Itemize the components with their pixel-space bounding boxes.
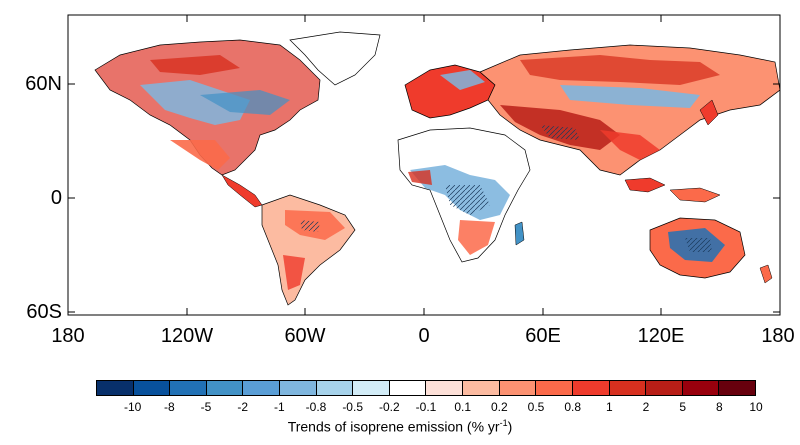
- colorbar-cell: [463, 381, 500, 395]
- colorbar-cell: [170, 381, 207, 395]
- colorbar-label: -0.8: [305, 400, 327, 414]
- colorbar-cell: [389, 381, 427, 395]
- colorbar-cell: [353, 381, 390, 395]
- greenland: [289, 31, 381, 86]
- colorbar-cell: [646, 381, 683, 395]
- colorbar-cell: [206, 381, 244, 395]
- colorbar-label: -5: [200, 400, 212, 414]
- x-tick-label: 60E: [525, 325, 561, 347]
- x-tick-label: 120W: [160, 325, 214, 347]
- colorbar-label: 0.8: [564, 400, 581, 414]
- colorbar-label: -0.1: [415, 400, 437, 414]
- x-tick-label: 180: [761, 325, 795, 347]
- colorbar-cell: [97, 381, 134, 395]
- colorbar-label: -2: [237, 400, 248, 414]
- colorbar-label: 5: [679, 400, 686, 414]
- colorbar-label: 0.1: [454, 400, 471, 414]
- colorbar-label: 10: [749, 400, 763, 414]
- colorbar-cell: [280, 381, 317, 395]
- colorbar-label: -10: [123, 400, 142, 414]
- x-tick-label: 60W: [284, 325, 326, 347]
- colorbar-label: -0.2: [378, 400, 400, 414]
- colorbar-label: 0.2: [490, 400, 508, 414]
- x-tick-label: 0: [418, 325, 430, 347]
- colorbar-cell: [243, 381, 281, 395]
- colorbar-label: -8: [163, 400, 175, 414]
- colorbar-label: 8: [715, 400, 723, 414]
- colorbar-cell: [536, 381, 573, 395]
- colorbar-label: -0.5: [342, 400, 363, 414]
- y-tick-label: 60S: [26, 301, 62, 323]
- x-tick-label: 120E: [637, 325, 685, 347]
- colorbar-label: 1: [605, 400, 613, 414]
- x-tick-label: 180: [51, 325, 85, 347]
- colorbar-cell: [572, 381, 610, 395]
- colorbar-title: Trends of isoprene emission (% yr-1): [287, 418, 513, 435]
- colorbar-cell: [719, 381, 755, 395]
- colorbar-label: 2: [642, 400, 650, 414]
- y-tick-label: 60N: [25, 73, 62, 95]
- colorbar-cell: [133, 381, 171, 395]
- colorbar-cell: [682, 381, 720, 395]
- colorbar-cell: [609, 381, 647, 395]
- colorbar-cell: [499, 381, 537, 395]
- colorbar-label: 0.5: [527, 400, 545, 414]
- colorbar-cell: [316, 381, 354, 395]
- y-tick-label: 0: [50, 187, 62, 209]
- colorbar: [96, 380, 756, 396]
- colorbar-label: -1: [273, 400, 285, 414]
- colorbar-cell: [426, 381, 464, 395]
